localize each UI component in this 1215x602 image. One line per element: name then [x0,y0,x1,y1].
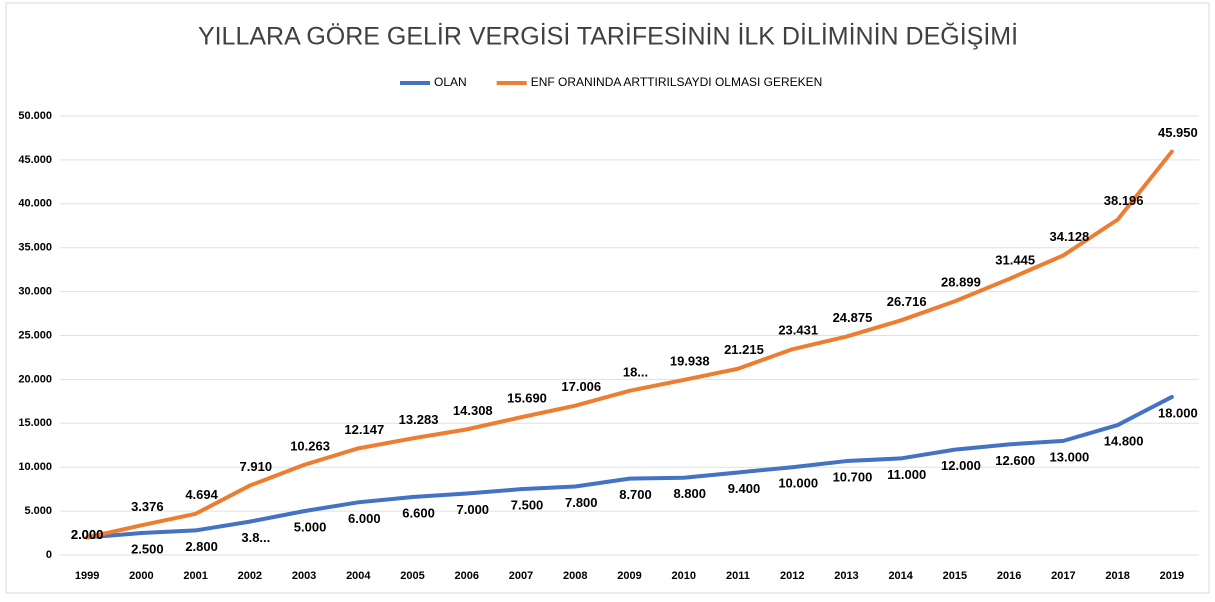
data-label: 5.000 [294,520,327,535]
x-tick-label: 2007 [509,570,533,582]
y-tick-label: 10.000 [18,461,52,473]
y-tick-label: 25.000 [18,329,52,341]
data-label: 17.006 [561,379,601,394]
x-tick-label: 2011 [726,570,750,582]
y-tick-label: 30.000 [18,286,52,298]
y-tick-label: 5.000 [24,505,52,517]
series-line [85,394,1174,540]
x-tick-label: 2006 [455,570,479,582]
data-label: 19.938 [670,353,710,368]
data-label: 8.800 [673,486,706,501]
data-label: 7.000 [457,502,490,517]
data-label: 14.308 [453,403,493,418]
y-tick-label: 35.000 [18,242,52,254]
data-label: 6.000 [348,511,381,526]
data-label: 12.147 [344,422,384,437]
x-tick-label: 2002 [238,570,262,582]
data-label: 2.800 [185,539,218,554]
data-label: 38.196 [1104,193,1144,208]
y-tick-label: 40.000 [18,198,52,210]
data-label: 45.950 [1158,125,1198,140]
chart-title: YILLARA GÖRE GELİR VERGİSİ TARİFESİNİN İ… [198,22,1018,51]
y-tick-label: 45.000 [18,154,52,166]
y-tick-label: 15.000 [18,417,52,429]
x-tick-label: 2009 [617,570,641,582]
x-tick-label: 2001 [183,570,207,582]
data-label: 26.716 [887,294,927,309]
data-label: 12.000 [941,458,981,473]
series-line [85,149,1174,540]
data-label: 2.500 [131,541,164,556]
data-label: 14.800 [1104,433,1144,448]
y-tick-label: 50.000 [18,110,52,122]
data-label: 3.376 [131,499,164,514]
x-tick-label: 2013 [834,570,858,582]
x-tick-label: 2015 [943,570,967,582]
data-label: 12.600 [995,453,1035,468]
data-label: 18... [623,364,648,379]
x-tick-label: 2003 [292,570,316,582]
x-tick-label: 2017 [1051,570,1075,582]
x-tick-label: 2012 [780,570,804,582]
data-label: 7.500 [511,498,544,513]
data-label: 31.445 [995,252,1035,267]
x-tick-label: 1999 [75,570,99,582]
x-tick-label: 2005 [400,570,424,582]
data-label: 15.690 [507,391,547,406]
data-label: 21.215 [724,342,764,357]
data-label: 6.600 [402,505,435,520]
data-label: 11.000 [887,467,926,482]
data-label: 8.700 [619,487,652,502]
x-tick-label: 2014 [888,570,913,582]
data-label: 9.400 [728,481,761,496]
data-label: 2.000 [71,527,104,542]
data-label: 23.431 [778,323,818,338]
data-label: 28.899 [941,275,981,290]
data-label: 13.000 [1050,449,1090,464]
legend-label: ENF ORANINDA ARTTIRILSAYDI OLMASI GEREKE… [531,75,823,89]
data-label: 2.000 [71,527,104,542]
data-label: 4.694 [185,487,218,502]
x-tick-label: 2008 [563,570,587,582]
x-tick-label: 2018 [1105,570,1129,582]
data-label: 18.000 [1158,405,1198,420]
x-tick-label: 2004 [346,570,371,582]
data-label: 3.8... [241,530,270,545]
y-tick-label: 0 [46,549,52,561]
data-label: 13.283 [399,412,439,427]
data-label: 7.910 [240,459,273,474]
data-label: 24.875 [833,310,873,325]
x-tick-label: 2016 [997,570,1021,582]
y-tick-label: 20.000 [18,373,52,385]
data-label: 10.263 [290,438,330,453]
x-tick-label: 2010 [671,570,695,582]
data-label: 10.700 [833,469,873,484]
data-label: 7.800 [565,495,598,510]
x-tick-label: 2000 [129,570,153,582]
data-label: 34.128 [1050,229,1090,244]
legend-label: OLAN [434,75,467,89]
x-tick-label: 2019 [1160,570,1184,582]
chart-border [5,2,1210,594]
data-label: 10.000 [778,476,818,491]
